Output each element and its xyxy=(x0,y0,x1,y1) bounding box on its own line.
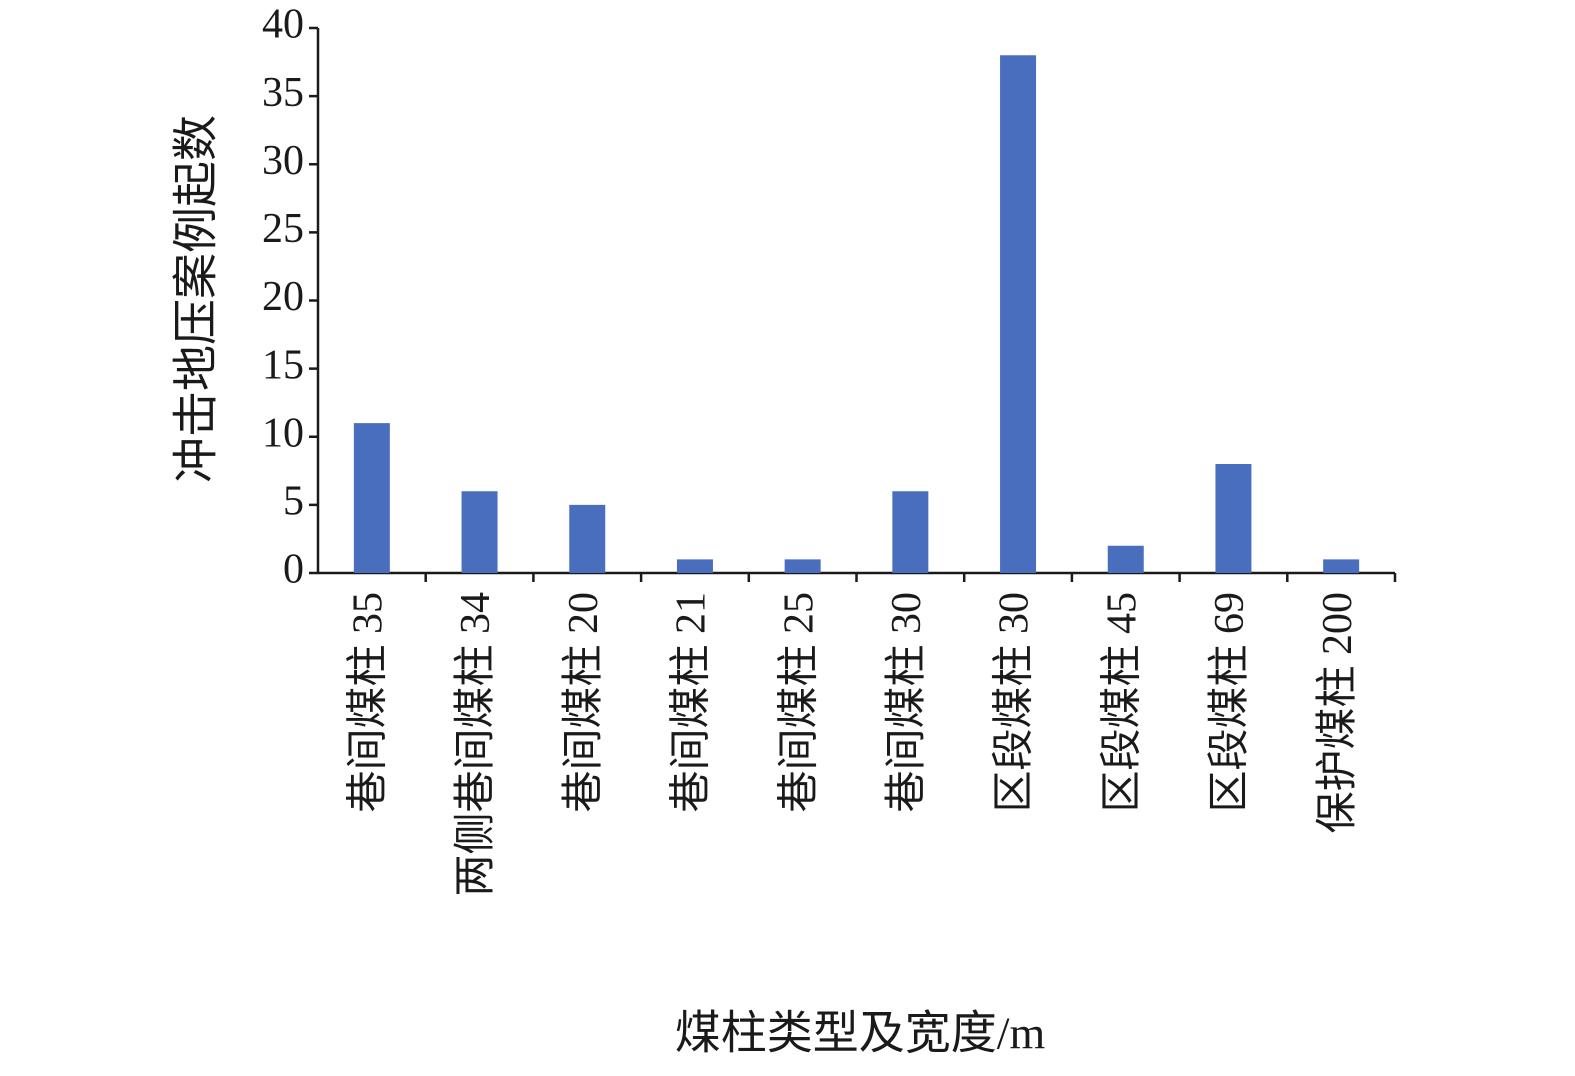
x-tick-label: 两侧巷间煤柱 34 xyxy=(453,592,499,897)
x-tick-label: 区段煤柱 69 xyxy=(1207,592,1253,813)
x-tick-label: 巷间煤柱 25 xyxy=(776,592,822,813)
bar xyxy=(1215,464,1252,573)
y-tick-label: 10 xyxy=(262,410,304,456)
bar xyxy=(1107,545,1144,573)
y-tick-label: 20 xyxy=(262,274,304,320)
y-tick-label: 40 xyxy=(262,2,304,48)
y-tick-label: 15 xyxy=(262,342,304,388)
x-tick-label: 巷间煤柱 35 xyxy=(345,592,391,813)
y-tick-label: 30 xyxy=(262,138,304,184)
bar xyxy=(784,559,821,573)
bar xyxy=(676,559,713,573)
bar xyxy=(461,491,498,573)
x-tick-label: 巷间煤柱 30 xyxy=(884,592,930,813)
x-axis-label: 煤柱类型及宽度/m xyxy=(675,1008,1046,1059)
bar xyxy=(1000,55,1037,573)
x-tick-label: 巷间煤柱 21 xyxy=(669,592,715,813)
bar xyxy=(892,491,929,573)
y-tick-label: 5 xyxy=(283,479,304,525)
y-axis-label: 冲击地压案例起数 xyxy=(171,115,222,483)
x-tick-label: 区段煤柱 45 xyxy=(1099,592,1145,813)
bar xyxy=(569,504,606,573)
x-tick-label: 保护煤柱 200 xyxy=(1315,592,1361,834)
y-tick-label: 35 xyxy=(262,70,304,116)
y-tick-label: 25 xyxy=(262,206,304,252)
bar xyxy=(353,423,390,573)
y-tick-label: 0 xyxy=(283,547,304,593)
bar xyxy=(1323,559,1360,573)
x-tick-label: 区段煤柱 30 xyxy=(992,592,1038,813)
x-tick-label: 巷间煤柱 20 xyxy=(561,592,607,813)
